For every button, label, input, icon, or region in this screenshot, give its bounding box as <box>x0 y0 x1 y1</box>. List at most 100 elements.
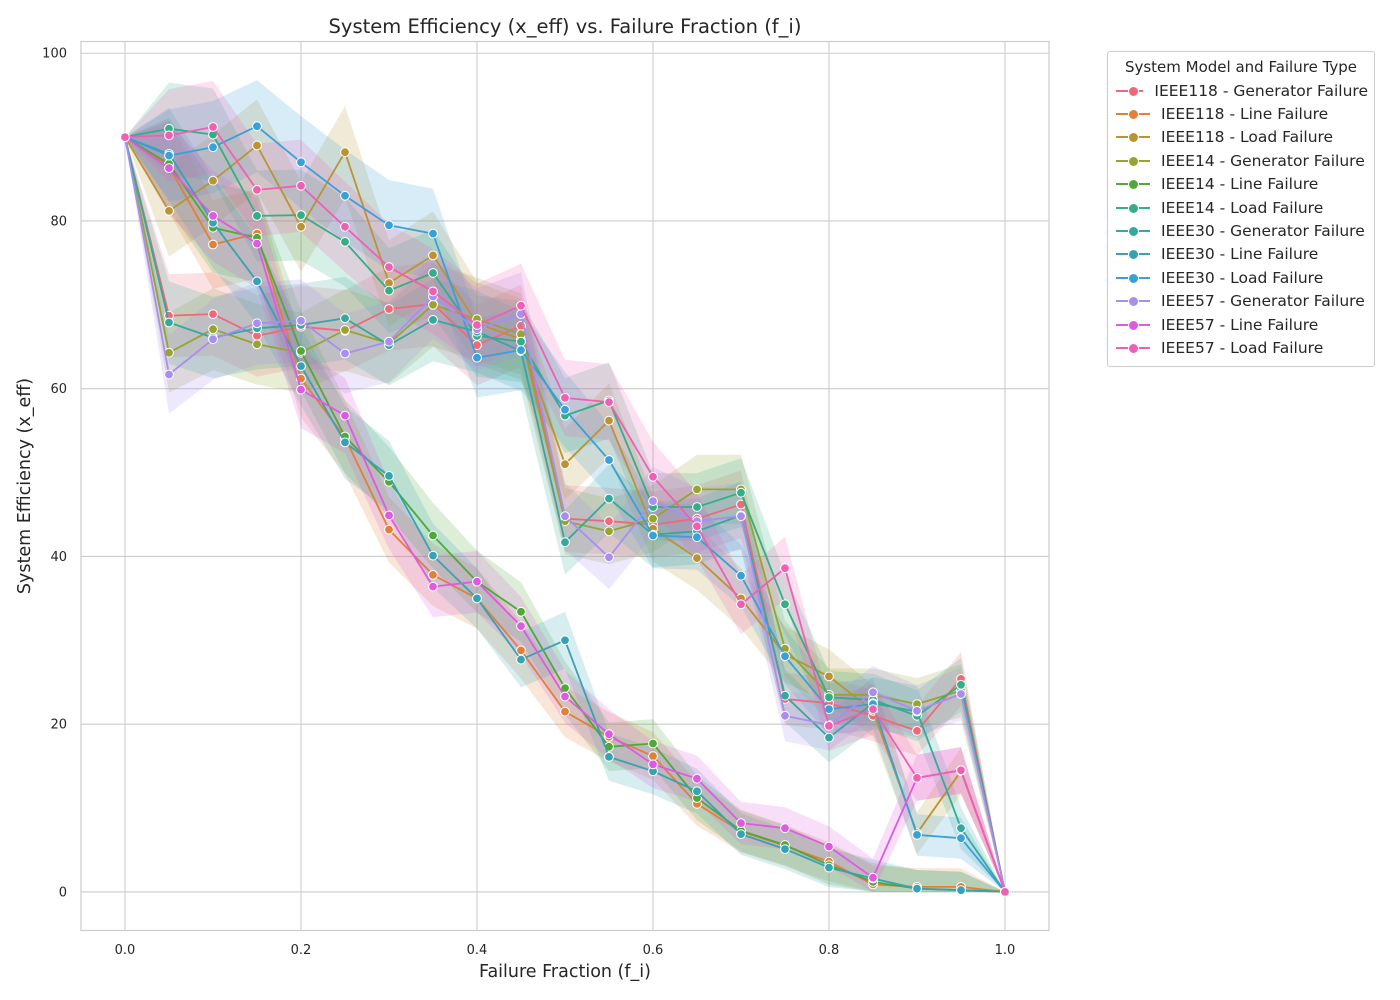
data-point <box>208 239 218 250</box>
data-point <box>340 147 350 158</box>
data-point <box>824 721 834 731</box>
data-point <box>384 336 394 347</box>
data-point <box>296 221 306 232</box>
data-point <box>340 237 350 247</box>
data-point <box>516 645 526 656</box>
legend-label: IEEE118 - Line Failure <box>1161 105 1329 124</box>
legend-label: IEEE30 - Load Failure <box>1161 268 1324 287</box>
data-point <box>208 324 218 335</box>
data-point <box>164 317 174 328</box>
y-tick-label: 100 <box>42 47 67 62</box>
data-point <box>516 345 526 356</box>
data-point <box>956 689 966 699</box>
data-point <box>560 706 570 717</box>
data-point <box>824 692 834 703</box>
data-point <box>208 334 218 345</box>
data-point <box>692 521 702 532</box>
data-point <box>340 313 350 324</box>
data-point <box>692 786 702 797</box>
data-point <box>340 325 350 335</box>
data-point <box>164 130 174 141</box>
data-point <box>736 599 746 610</box>
data-point <box>208 122 218 132</box>
legend-swatch <box>1114 318 1152 332</box>
legend-swatch <box>1114 130 1152 144</box>
data-point <box>692 773 702 784</box>
data-point <box>736 511 746 522</box>
data-point <box>428 299 438 310</box>
legend-title: System Model and Failure Type <box>1124 58 1358 76</box>
data-point <box>252 238 262 249</box>
x-axis-label: Failure Fraction (f_i) <box>479 962 651 982</box>
legend-item: IEEE57 - Load Failure <box>1114 336 1368 359</box>
x-tick-label: 0.8 <box>819 943 840 958</box>
legend-item: IEEE118 - Line Failure <box>1114 102 1368 125</box>
data-point <box>252 140 262 151</box>
legend-label: IEEE14 - Generator Failure <box>1161 151 1365 170</box>
legend-swatch <box>1114 294 1152 308</box>
data-point <box>516 300 526 311</box>
data-point <box>560 537 570 548</box>
legend-label: IEEE14 - Line Failure <box>1161 175 1319 194</box>
tick-labels: 0.0 0.2 0.4 0.6 0.8 1.0 0 20 40 60 80 100 <box>42 47 1015 958</box>
data-point <box>384 304 394 314</box>
confidence-band <box>125 80 1005 892</box>
data-point <box>560 459 570 470</box>
legend-swatch <box>1114 107 1152 121</box>
data-point <box>648 751 658 761</box>
data-point <box>252 318 262 329</box>
y-tick-label: 40 <box>50 550 67 565</box>
data-point <box>604 552 614 563</box>
y-tick-label: 20 <box>50 718 67 733</box>
data-point <box>824 841 834 852</box>
data-point <box>956 765 966 776</box>
data-point <box>516 621 526 631</box>
legend: System Model and Failure Type IEEE118 - … <box>1107 51 1375 367</box>
data-point <box>252 339 262 350</box>
data-point <box>560 404 570 415</box>
data-point <box>516 336 526 347</box>
data-point <box>516 606 526 617</box>
confidence-band <box>125 99 1005 892</box>
legend-item: IEEE57 - Generator Failure <box>1114 290 1368 313</box>
data-point <box>824 732 834 743</box>
data-point <box>648 513 658 524</box>
x-tick-label: 0.0 <box>115 943 136 958</box>
data-point <box>340 437 350 448</box>
data-point <box>428 570 438 580</box>
legend-swatch <box>1114 247 1152 261</box>
data-point <box>252 121 262 132</box>
data-point <box>824 671 834 682</box>
data-point <box>428 286 438 297</box>
data-point <box>912 830 922 840</box>
data-point <box>252 211 262 221</box>
data-point <box>296 180 306 191</box>
y-axis-label: System Efficiency (x_eff) <box>15 378 35 594</box>
data-point <box>208 309 218 320</box>
data-point <box>780 710 790 721</box>
data-point <box>384 510 394 521</box>
data-point <box>604 526 614 537</box>
data-point <box>1000 887 1010 897</box>
data-point <box>648 738 658 749</box>
legend-item: IEEE57 - Line Failure <box>1114 313 1368 336</box>
data-point <box>560 691 570 702</box>
data-point <box>868 872 878 883</box>
data-point <box>604 455 614 465</box>
data-point <box>340 190 350 201</box>
series-lines <box>120 121 1010 897</box>
data-point <box>956 833 966 844</box>
data-point <box>296 157 306 168</box>
data-point <box>912 705 922 716</box>
data-point <box>428 268 438 278</box>
legend-item: IEEE14 - Generator Failure <box>1114 149 1368 172</box>
data-point <box>604 729 614 740</box>
legend-item: IEEE30 - Line Failure <box>1114 243 1368 266</box>
data-point <box>164 369 174 380</box>
data-point <box>604 516 614 527</box>
y-tick-label: 60 <box>50 382 67 397</box>
data-point <box>912 773 922 783</box>
legend-item: IEEE14 - Line Failure <box>1114 173 1368 196</box>
data-point <box>604 752 614 762</box>
